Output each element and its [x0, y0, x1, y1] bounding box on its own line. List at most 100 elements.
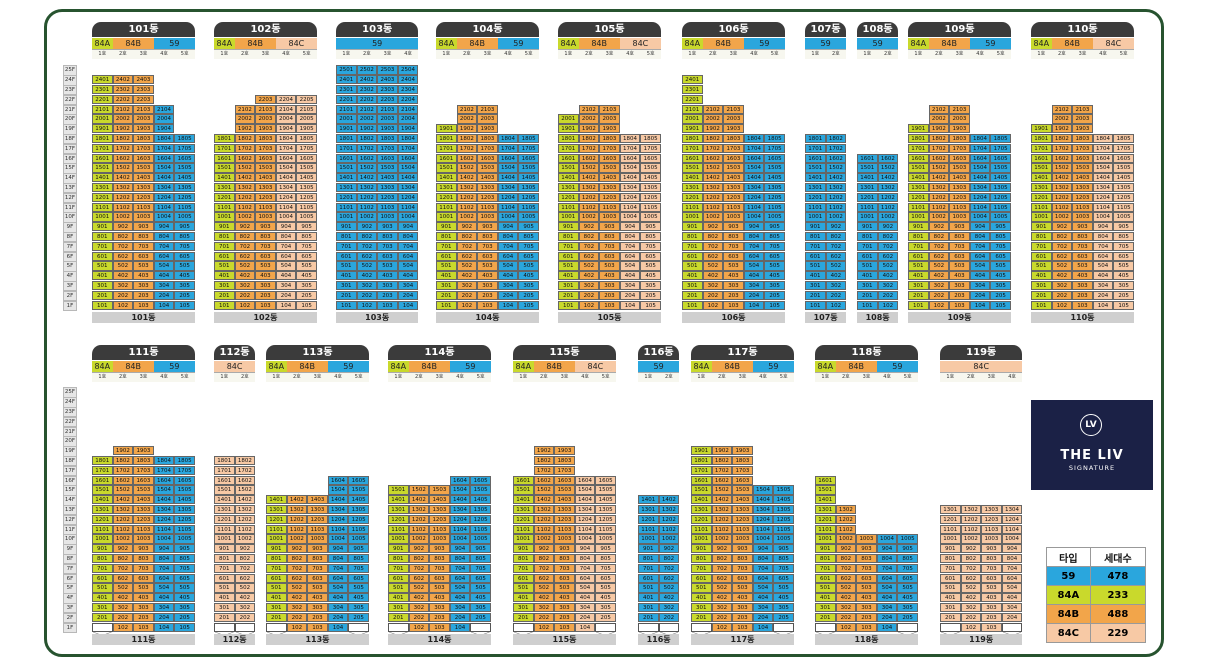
pilotis-cell — [773, 622, 794, 639]
line-label: 1호 — [815, 372, 836, 382]
unit-cell: 301 — [336, 280, 357, 291]
unit-type-label: 59 — [497, 37, 539, 50]
unit-type-label: 59 — [876, 360, 918, 373]
unit-cell: 2501 — [336, 65, 357, 75]
unit-cell: 1302 — [711, 504, 733, 515]
unit-cell: 702 — [112, 241, 134, 251]
unit-cell: 902 — [286, 544, 308, 554]
unit-cell: 1004 — [1001, 534, 1023, 544]
unit-cell: 301 — [92, 280, 113, 291]
line-label: 3호 — [133, 49, 154, 59]
unit-cell: 2504 — [397, 65, 419, 75]
unit-cell: 703 — [723, 241, 744, 251]
unit-cell: 1502 — [356, 163, 378, 173]
unit-cell: 605 — [470, 573, 491, 583]
unit-cell: 1501 — [805, 163, 826, 173]
unit-cell: 804 — [574, 553, 596, 564]
unit-cell: 602 — [578, 251, 600, 261]
unit-cell: 1902 — [711, 446, 733, 456]
unit-cell: 301 — [1031, 280, 1052, 291]
unit-cell: 1203 — [255, 192, 276, 202]
unit-cell: 803 — [599, 231, 620, 242]
unit-cell: 402 — [356, 271, 378, 281]
unit-cell: 704 — [574, 563, 596, 573]
unit-cell: 1103 — [732, 524, 753, 534]
unit-cell: 704 — [449, 563, 471, 573]
unit-cell: 901 — [214, 544, 235, 554]
unit-cell: 1902 — [702, 124, 724, 134]
unit-cell: 503 — [732, 583, 753, 593]
unit-cell: 801 — [908, 231, 929, 242]
unit-cell: 104 — [619, 300, 641, 310]
unit-cell: 1303 — [981, 504, 1002, 515]
unit-cell: 1002 — [356, 212, 378, 222]
unit-cell: 301 — [815, 602, 836, 613]
unit-cell: 102 — [356, 300, 378, 310]
unit-cell: 1002 — [835, 534, 857, 544]
unit-cell: 502 — [286, 583, 308, 593]
unit-cell: 201 — [638, 612, 659, 622]
unit-cell: 1702 — [825, 143, 847, 153]
unit-type-label: 84A — [513, 360, 534, 373]
unit-cell: 504 — [153, 583, 175, 593]
unit-cell: 304 — [752, 602, 774, 613]
unit-cell: 1304 — [619, 182, 641, 193]
unit-cell: 1403 — [477, 173, 498, 183]
unit-cell: 1301 — [558, 182, 579, 193]
unit-cell: 1405 — [296, 173, 317, 183]
unit-cell: 1603 — [377, 153, 398, 163]
unit-cell: 1203 — [554, 514, 575, 524]
unit-cell: 1602 — [112, 475, 134, 485]
unit-cell: 102 — [825, 300, 847, 310]
unit-cell: 2403 — [377, 75, 398, 85]
unit-cell: 1303 — [554, 504, 575, 515]
unit-cell: 1102 — [456, 202, 478, 212]
unit-cell: 1202 — [1051, 192, 1073, 202]
unit-cell: 901 — [513, 544, 534, 554]
unit-cell: 105 — [990, 300, 1011, 310]
unit-cell: 1202 — [456, 192, 478, 202]
unit-cell: 1602 — [928, 153, 950, 163]
unit-cell: 203 — [429, 612, 450, 622]
unit-cell: 1901 — [336, 124, 357, 134]
unit-cell: 903 — [981, 544, 1002, 554]
unit-cell: 201 — [857, 290, 878, 300]
unit-type-label: 84A — [266, 360, 287, 373]
unit-cell: 1405 — [595, 495, 616, 505]
unit-cell: 105 — [296, 300, 317, 310]
unit-cell: 1004 — [743, 212, 765, 222]
unit-cell: 1702 — [456, 143, 478, 153]
unit-cell: 603 — [949, 251, 970, 261]
line-label: 2호 — [658, 372, 680, 382]
floor-label: 1F — [63, 300, 77, 311]
pilotis-cell — [940, 622, 961, 639]
line-label: 5호 — [764, 49, 785, 59]
unit-cell: 802 — [112, 553, 134, 564]
building-header: 101동 — [92, 22, 195, 37]
unit-cell: 604 — [969, 251, 991, 261]
unit-cell: 701 — [940, 563, 961, 573]
unit-cell: 1202 — [356, 192, 378, 202]
unit-cell: 504 — [619, 261, 641, 271]
unit-cell: 1105 — [595, 524, 616, 534]
unit-cell: 1701 — [92, 143, 113, 153]
unit-cell: 903 — [307, 544, 328, 554]
unit-cell: 2002 — [456, 114, 478, 124]
unit-cell: 601 — [691, 573, 712, 583]
unit-cell: 1101 — [908, 202, 929, 212]
unit-cell: 203 — [477, 290, 498, 300]
unit-cell: 1005 — [1113, 212, 1134, 222]
unit-cell: 2103 — [599, 104, 620, 114]
unit-cell: 1403 — [133, 495, 154, 505]
unit-cell: 905 — [990, 222, 1011, 232]
unit-cell: 505 — [897, 583, 918, 593]
unit-cell: 1305 — [296, 182, 317, 193]
unit-cell: 1903 — [599, 124, 620, 134]
unit-cell: 702 — [408, 563, 430, 573]
unit-cell: 201 — [336, 290, 357, 300]
unit-cell: 302 — [578, 280, 600, 291]
unit-cell: 105 — [1113, 300, 1134, 310]
unit-cell: 1501 — [682, 163, 703, 173]
unit-cell: 204 — [1001, 612, 1023, 622]
unit-cell: 804 — [397, 231, 419, 242]
